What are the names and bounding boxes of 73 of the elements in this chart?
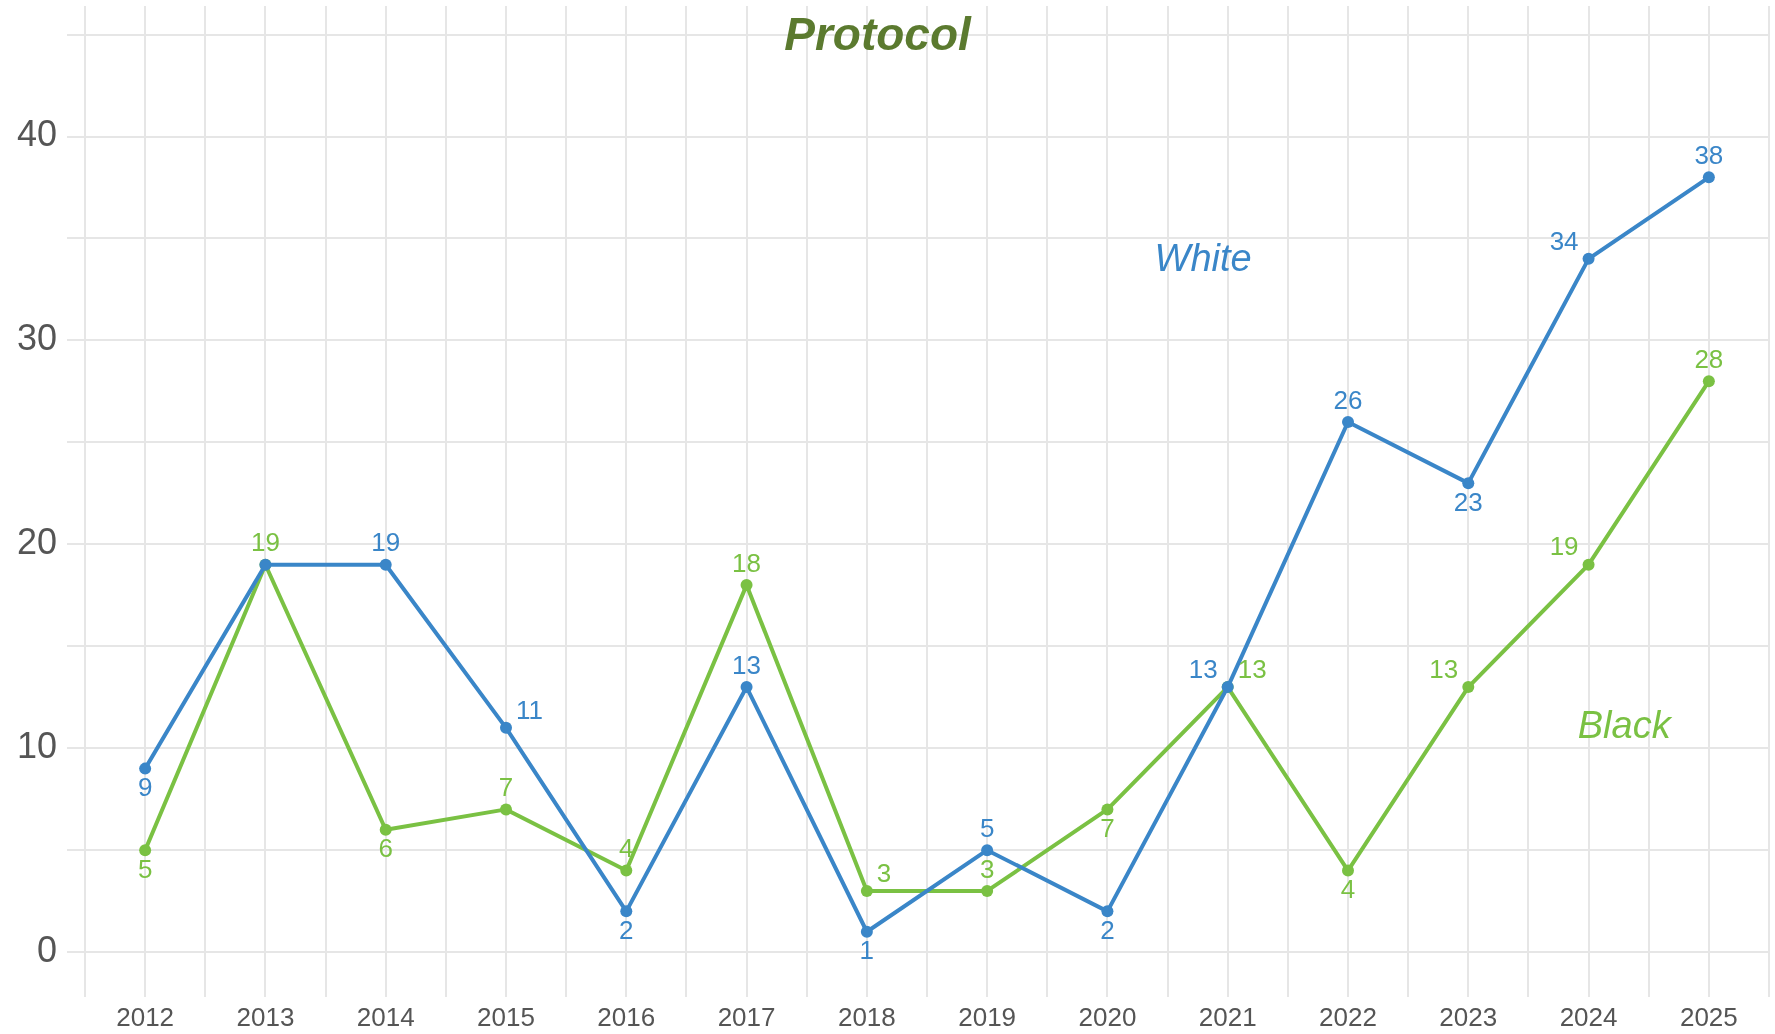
data-label: 13 xyxy=(1237,653,1267,684)
y-tick-label: 10 xyxy=(16,725,57,767)
x-tick-label: 2018 xyxy=(837,1001,896,1032)
point xyxy=(981,844,994,857)
data-label: 11 xyxy=(516,694,543,725)
point xyxy=(1462,477,1475,490)
data-label: 7 xyxy=(498,772,514,803)
data-label: 26 xyxy=(1333,384,1363,415)
data-label: 3 xyxy=(876,857,892,888)
point xyxy=(1342,864,1354,877)
x-tick-label: 2023 xyxy=(1439,1001,1498,1032)
point xyxy=(139,844,152,857)
x-tick-label: 2020 xyxy=(1078,1001,1137,1032)
data-label: 9 xyxy=(137,772,153,803)
data-label: 7 xyxy=(1100,812,1115,843)
point xyxy=(1101,803,1114,816)
point xyxy=(981,884,994,897)
point xyxy=(500,721,512,734)
data-label: 34 xyxy=(1549,225,1579,256)
data-label: 1 xyxy=(859,935,875,966)
data-label: 19 xyxy=(250,527,280,558)
data-label: 13 xyxy=(732,649,762,680)
x-tick-label: 2013 xyxy=(236,1001,295,1032)
data-label: 19 xyxy=(1549,531,1579,562)
point xyxy=(379,823,392,836)
point xyxy=(1342,415,1354,428)
data-label: 13 xyxy=(1188,653,1218,684)
point xyxy=(139,762,152,775)
data-label: 2 xyxy=(619,914,634,945)
x-tick-label: 2021 xyxy=(1198,1001,1257,1032)
point xyxy=(1101,905,1114,918)
data-label: 3 xyxy=(979,853,995,884)
point xyxy=(1702,171,1715,184)
text: White xyxy=(1154,237,1252,280)
y-tick-label: 40 xyxy=(16,113,57,155)
y-tick-label: 30 xyxy=(16,317,57,359)
data-label: 13 xyxy=(1429,653,1459,684)
x-tick-label: 2025 xyxy=(1679,1001,1738,1032)
point xyxy=(620,905,633,918)
x-tick-label: 2012 xyxy=(116,1001,175,1032)
data-label: 2 xyxy=(1100,914,1115,945)
chart-title: Protocol xyxy=(784,8,972,60)
x-tick-label: 2016 xyxy=(597,1001,656,1032)
data-label: 38 xyxy=(1694,140,1724,171)
data-label: 5 xyxy=(979,812,995,843)
point xyxy=(1582,558,1595,571)
data-label: 5 xyxy=(137,853,153,884)
point xyxy=(740,579,753,592)
point xyxy=(620,864,633,877)
data-label: 18 xyxy=(732,547,762,578)
x-tick-label: 2014 xyxy=(356,1001,415,1032)
x-tick-label: 2024 xyxy=(1559,1001,1618,1032)
point xyxy=(740,681,753,694)
point xyxy=(1462,681,1475,694)
data-label: 6 xyxy=(378,833,393,864)
data-label: 28 xyxy=(1694,343,1724,374)
point xyxy=(1702,375,1715,388)
data-label: 23 xyxy=(1453,486,1483,517)
point xyxy=(1582,252,1595,265)
point xyxy=(379,558,392,571)
x-tick-label: 2015 xyxy=(477,1001,535,1032)
y-tick-label: 0 xyxy=(36,929,57,971)
x-tick-label: 2022 xyxy=(1319,1001,1377,1032)
y-tick-label: 20 xyxy=(16,521,57,563)
data-label: 19 xyxy=(371,527,401,558)
x-tick-label: 2017 xyxy=(717,1001,776,1032)
point xyxy=(860,884,873,897)
data-label: 4 xyxy=(1340,874,1356,905)
point xyxy=(860,925,873,938)
data-label: 4 xyxy=(619,833,634,864)
x-tick-label: 2019 xyxy=(958,1001,1017,1032)
text: Black xyxy=(1577,704,1673,747)
point xyxy=(500,803,512,816)
